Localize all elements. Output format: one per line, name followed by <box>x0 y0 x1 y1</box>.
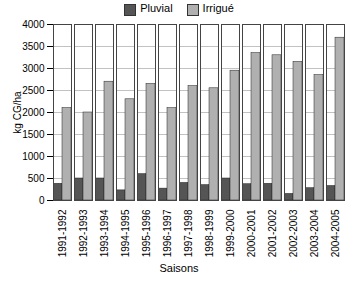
svg-text:3500: 3500 <box>22 41 45 52</box>
html-text:Pluvial: Pluvial <box>140 2 173 15</box>
svg-text:2500: 2500 <box>22 85 45 96</box>
svg-text:1992-1993: 1992-1993 <box>78 209 89 257</box>
svg-text:kg CG/ha: kg CG/ha <box>12 91 23 134</box>
svg-text:4000: 4000 <box>22 19 45 30</box>
svg-text:2004-2005: 2004-2005 <box>330 209 341 257</box>
html-text:Saisons: Saisons <box>159 262 199 274</box>
svg-text:1995-1996: 1995-1996 <box>141 209 152 257</box>
svg-text:2000: 2000 <box>22 107 45 118</box>
svg-text:2003-2004: 2003-2004 <box>309 209 320 257</box>
svg-text:1998-1999: 1998-1999 <box>204 209 215 257</box>
svg-text:2002-2003: 2002-2003 <box>288 209 299 257</box>
svg-text:1500: 1500 <box>22 129 45 140</box>
svg-text:1999-2000: 1999-2000 <box>225 209 236 257</box>
svg-text:1993-1994: 1993-1994 <box>99 209 110 257</box>
svg-text:1994-1995: 1994-1995 <box>120 209 131 257</box>
svg-text:0: 0 <box>39 195 45 206</box>
svg-text:1997-1998: 1997-1998 <box>183 209 194 257</box>
svg-text:2001-2002: 2001-2002 <box>267 209 278 257</box>
svg-text:500: 500 <box>28 173 45 184</box>
html-text:Irrigué: Irrigué <box>202 2 234 15</box>
svg-text:2000-2001: 2000-2001 <box>246 209 257 257</box>
svg-text:3000: 3000 <box>22 63 45 74</box>
svg-text:1000: 1000 <box>22 151 45 162</box>
svg-text:1996-1997: 1996-1997 <box>162 209 173 257</box>
svg-text:1991-1992: 1991-1992 <box>57 209 68 257</box>
